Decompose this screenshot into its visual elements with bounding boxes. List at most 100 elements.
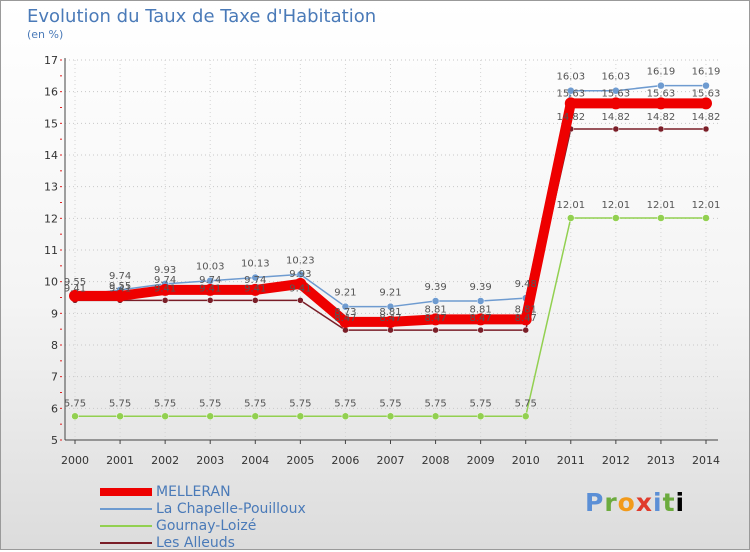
data-label-gournay-loiz--2002: 5.75 (154, 398, 176, 409)
data-label-les-alleuds-2000: 9.41 (64, 283, 86, 294)
data-point-gournay-loiz--2002 (161, 412, 169, 420)
legend-swatch-la-chapelle-pouilloux (100, 508, 152, 510)
data-point-gournay-loiz--2003 (206, 412, 214, 420)
data-point-les-alleuds-2014 (702, 125, 710, 133)
data-label-la-chapelle-pouilloux-2002: 9.93 (154, 265, 176, 276)
data-label-melleran-2004: 9.74 (244, 275, 266, 286)
x-tick-label-2007: 2007 (377, 454, 405, 467)
data-label-les-alleuds-2007: 8.47 (379, 313, 401, 324)
y-tick-label-7: 7 (51, 371, 58, 384)
data-label-melleran-2014: 15.63 (692, 88, 721, 99)
data-label-gournay-loiz--2004: 5.75 (244, 398, 266, 409)
data-label-la-chapelle-pouilloux-2001: 9.74 (109, 271, 131, 282)
data-label-melleran-2013: 15.63 (647, 88, 676, 99)
y-tick-label-16: 16 (44, 86, 58, 99)
data-point-gournay-loiz--2006 (341, 412, 350, 420)
legend-swatch-gournay-loize (100, 525, 152, 527)
data-label-la-chapelle-pouilloux-2011: 16.03 (556, 72, 585, 83)
legend-label-gournay-loize: Gournay-Loizé (156, 518, 257, 534)
data-label-melleran-2001: 9.55 (109, 281, 131, 292)
data-label-melleran-2005: 9.93 (289, 269, 311, 280)
x-tick-label-2009: 2009 (467, 454, 495, 467)
data-point-melleran-2003 (204, 283, 217, 296)
y-tick-label-6: 6 (51, 402, 58, 415)
data-point-les-alleuds-2009 (477, 326, 484, 334)
data-point-gournay-loiz--2012 (612, 214, 620, 222)
data-point-melleran-2000 (69, 289, 81, 302)
proxiti-logo: Proxiti (585, 488, 686, 517)
data-label-les-alleuds-2013: 14.82 (647, 112, 676, 123)
data-point-melleran-2006 (339, 315, 352, 328)
data-point-les-alleuds-2008 (432, 326, 439, 334)
data-label-gournay-loiz--2003: 5.75 (199, 398, 221, 409)
data-label-la-chapelle-pouilloux-2003: 10.03 (196, 262, 225, 273)
data-label-les-alleuds-2006: 8.47 (334, 313, 356, 324)
data-point-gournay-loiz--2007 (386, 412, 395, 420)
data-point-la-chapelle-pouilloux-2013 (657, 81, 665, 90)
x-tick-label-2000: 2000 (61, 454, 89, 467)
chart-title: Evolution du Taux de Taxe d'Habitation (27, 6, 377, 27)
data-point-les-alleuds-2013 (657, 125, 665, 133)
data-label-la-chapelle-pouilloux-2004: 10.13 (241, 259, 270, 270)
data-label-melleran-2003: 9.74 (199, 275, 221, 286)
data-label-gournay-loiz--2001: 5.75 (109, 398, 131, 409)
x-tick-label-2013: 2013 (647, 454, 675, 467)
data-point-melleran-2004 (249, 283, 262, 296)
y-tick-label-9: 9 (51, 307, 58, 320)
data-label-gournay-loiz--2005: 5.75 (289, 398, 311, 409)
data-point-la-chapelle-pouilloux-2004 (251, 273, 260, 282)
data-label-gournay-loiz--2010: 5.75 (515, 398, 537, 409)
data-label-gournay-loiz--2009: 5.75 (470, 398, 492, 409)
data-label-gournay-loiz--2007: 5.75 (379, 398, 401, 409)
data-point-melleran-2011 (564, 97, 577, 110)
data-point-gournay-loiz--2014 (702, 214, 710, 222)
y-tick-label-8: 8 (51, 339, 58, 352)
y-tick-label-14: 14 (44, 149, 58, 162)
data-label-la-chapelle-pouilloux-2006: 9.21 (334, 288, 356, 299)
data-point-gournay-loiz--2013 (657, 214, 665, 222)
data-label-la-chapelle-pouilloux-2005: 10.23 (286, 255, 315, 266)
legend-swatch-les-alleuds (100, 542, 152, 544)
y-tick-label-5: 5 (51, 434, 58, 447)
data-label-gournay-loiz--2011: 12.01 (556, 200, 585, 211)
x-tick-label-2004: 2004 (241, 454, 269, 467)
x-tick-label-2010: 2010 (512, 454, 540, 467)
data-label-les-alleuds-2010: 8.47 (515, 313, 537, 324)
data-label-les-alleuds-2005: 9.41 (289, 283, 311, 294)
data-point-la-chapelle-pouilloux-2014 (702, 81, 710, 90)
data-label-melleran-2007: 8.81 (379, 307, 401, 318)
data-point-melleran-2013 (654, 97, 667, 110)
x-tick-label-2002: 2002 (151, 454, 179, 467)
data-point-gournay-loiz--2004 (251, 412, 260, 420)
data-label-melleran-2009: 8.81 (470, 304, 492, 315)
data-point-gournay-loiz--2008 (431, 412, 440, 420)
data-label-gournay-loiz--2006: 5.75 (334, 398, 356, 409)
data-point-les-alleuds-2010 (522, 326, 529, 334)
legend-label-melleran: MELLERAN (156, 484, 231, 500)
data-label-la-chapelle-pouilloux-2012: 16.03 (602, 72, 631, 83)
x-tick-label-2005: 2005 (286, 454, 314, 467)
data-label-les-alleuds-2012: 14.82 (602, 112, 631, 123)
data-point-la-chapelle-pouilloux-2009 (476, 297, 485, 305)
data-point-gournay-loiz--2011 (567, 214, 575, 222)
data-label-gournay-loiz--2008: 5.75 (424, 398, 446, 409)
data-point-melleran-2008 (429, 313, 442, 326)
data-point-melleran-2005 (294, 277, 307, 290)
data-point-les-alleuds-2005 (297, 297, 304, 304)
data-point-melleran-2010 (519, 313, 532, 326)
data-label-la-chapelle-pouilloux-2000: 9.55 (64, 277, 86, 288)
data-label-gournay-loiz--2000: 5.75 (64, 398, 86, 409)
legend-swatch-melleran (100, 488, 152, 496)
legend-label-la-chapelle-pouilloux: La Chapelle-Pouilloux (156, 501, 306, 517)
x-tick-label-2012: 2012 (602, 454, 630, 467)
data-point-gournay-loiz--2010 (521, 412, 530, 420)
data-point-gournay-loiz--2005 (296, 412, 305, 420)
data-label-la-chapelle-pouilloux-2013: 16.19 (647, 67, 676, 78)
data-point-les-alleuds-2004 (252, 297, 259, 304)
data-point-gournay-loiz--2001 (116, 412, 124, 420)
data-label-les-alleuds-2011: 14.82 (556, 112, 585, 123)
x-tick-label-2011: 2011 (557, 454, 585, 467)
data-point-melleran-2001 (114, 289, 127, 302)
chart-unit-label: (en %) (27, 28, 64, 41)
